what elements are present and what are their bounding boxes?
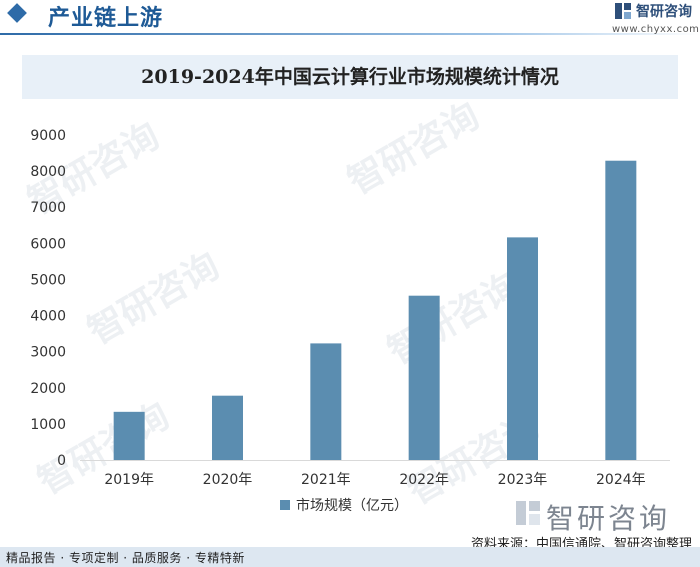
y-tick-label: 8000 [30,164,66,180]
bars [113,160,637,460]
legend-label: 市场规模（亿元） [296,497,408,514]
x-tick-label: 2021年 [301,472,351,488]
bar [605,160,637,460]
bar-chart: 0 1000 2000 3000 4000 5000 6000 7000 8000 9000 20… [30,128,670,514]
footer-text: 精品报告 · 专项定制 · 品质服务 · 专精特新 [6,551,245,565]
footer-bar: 精品报告 · 专项定制 · 品质服务 · 专精特新 [0,547,700,567]
x-tick-label: 2023年 [498,472,548,488]
y-tick-label: 2000 [30,381,66,397]
bar [507,237,538,460]
x-tick-label: 2019年 [104,472,154,488]
bar [310,343,342,460]
x-tick-label: 2020年 [203,472,253,488]
y-tick-label: 3000 [30,345,66,361]
diamond-icon [7,3,27,23]
chart-title: 2019-2024年中国云计算行业市场规模统计情况 [141,66,559,88]
y-axis: 0 1000 2000 3000 4000 5000 6000 7000 8000 9000 [30,128,66,469]
y-tick-label: 5000 [30,272,66,288]
brand-url: www.chyxx.com [612,24,700,35]
legend: 市场规模（亿元） [280,497,408,514]
bottom-logo-icon [516,501,540,525]
x-axis: 2019年 2020年 2021年 2022年 2023年 2024年 [80,460,670,488]
bar [408,295,440,460]
y-tick-label: 6000 [30,236,66,252]
y-tick-label: 0 [57,453,66,469]
bar [212,395,243,460]
section-title: 产业链上游 [48,5,164,31]
x-tick-label: 2022年 [399,472,449,488]
y-tick-label: 9000 [30,128,66,144]
bar [113,411,145,460]
header-divider [0,33,700,35]
brand-logo-icon [615,3,631,19]
chart-title-box: 2019-2024年中国云计算行业市场规模统计情况 [22,55,678,99]
bottom-brand: 智研咨询 [546,502,671,535]
legend-swatch [280,500,290,510]
brand-name: 智研咨询 [636,4,692,20]
y-tick-label: 7000 [30,200,66,216]
page-header: 产业链上游 智研咨询 www.chyxx.com [0,0,700,40]
y-tick-label: 1000 [30,417,66,433]
y-tick-label: 4000 [30,309,66,325]
x-tick-label: 2024年 [596,472,646,488]
